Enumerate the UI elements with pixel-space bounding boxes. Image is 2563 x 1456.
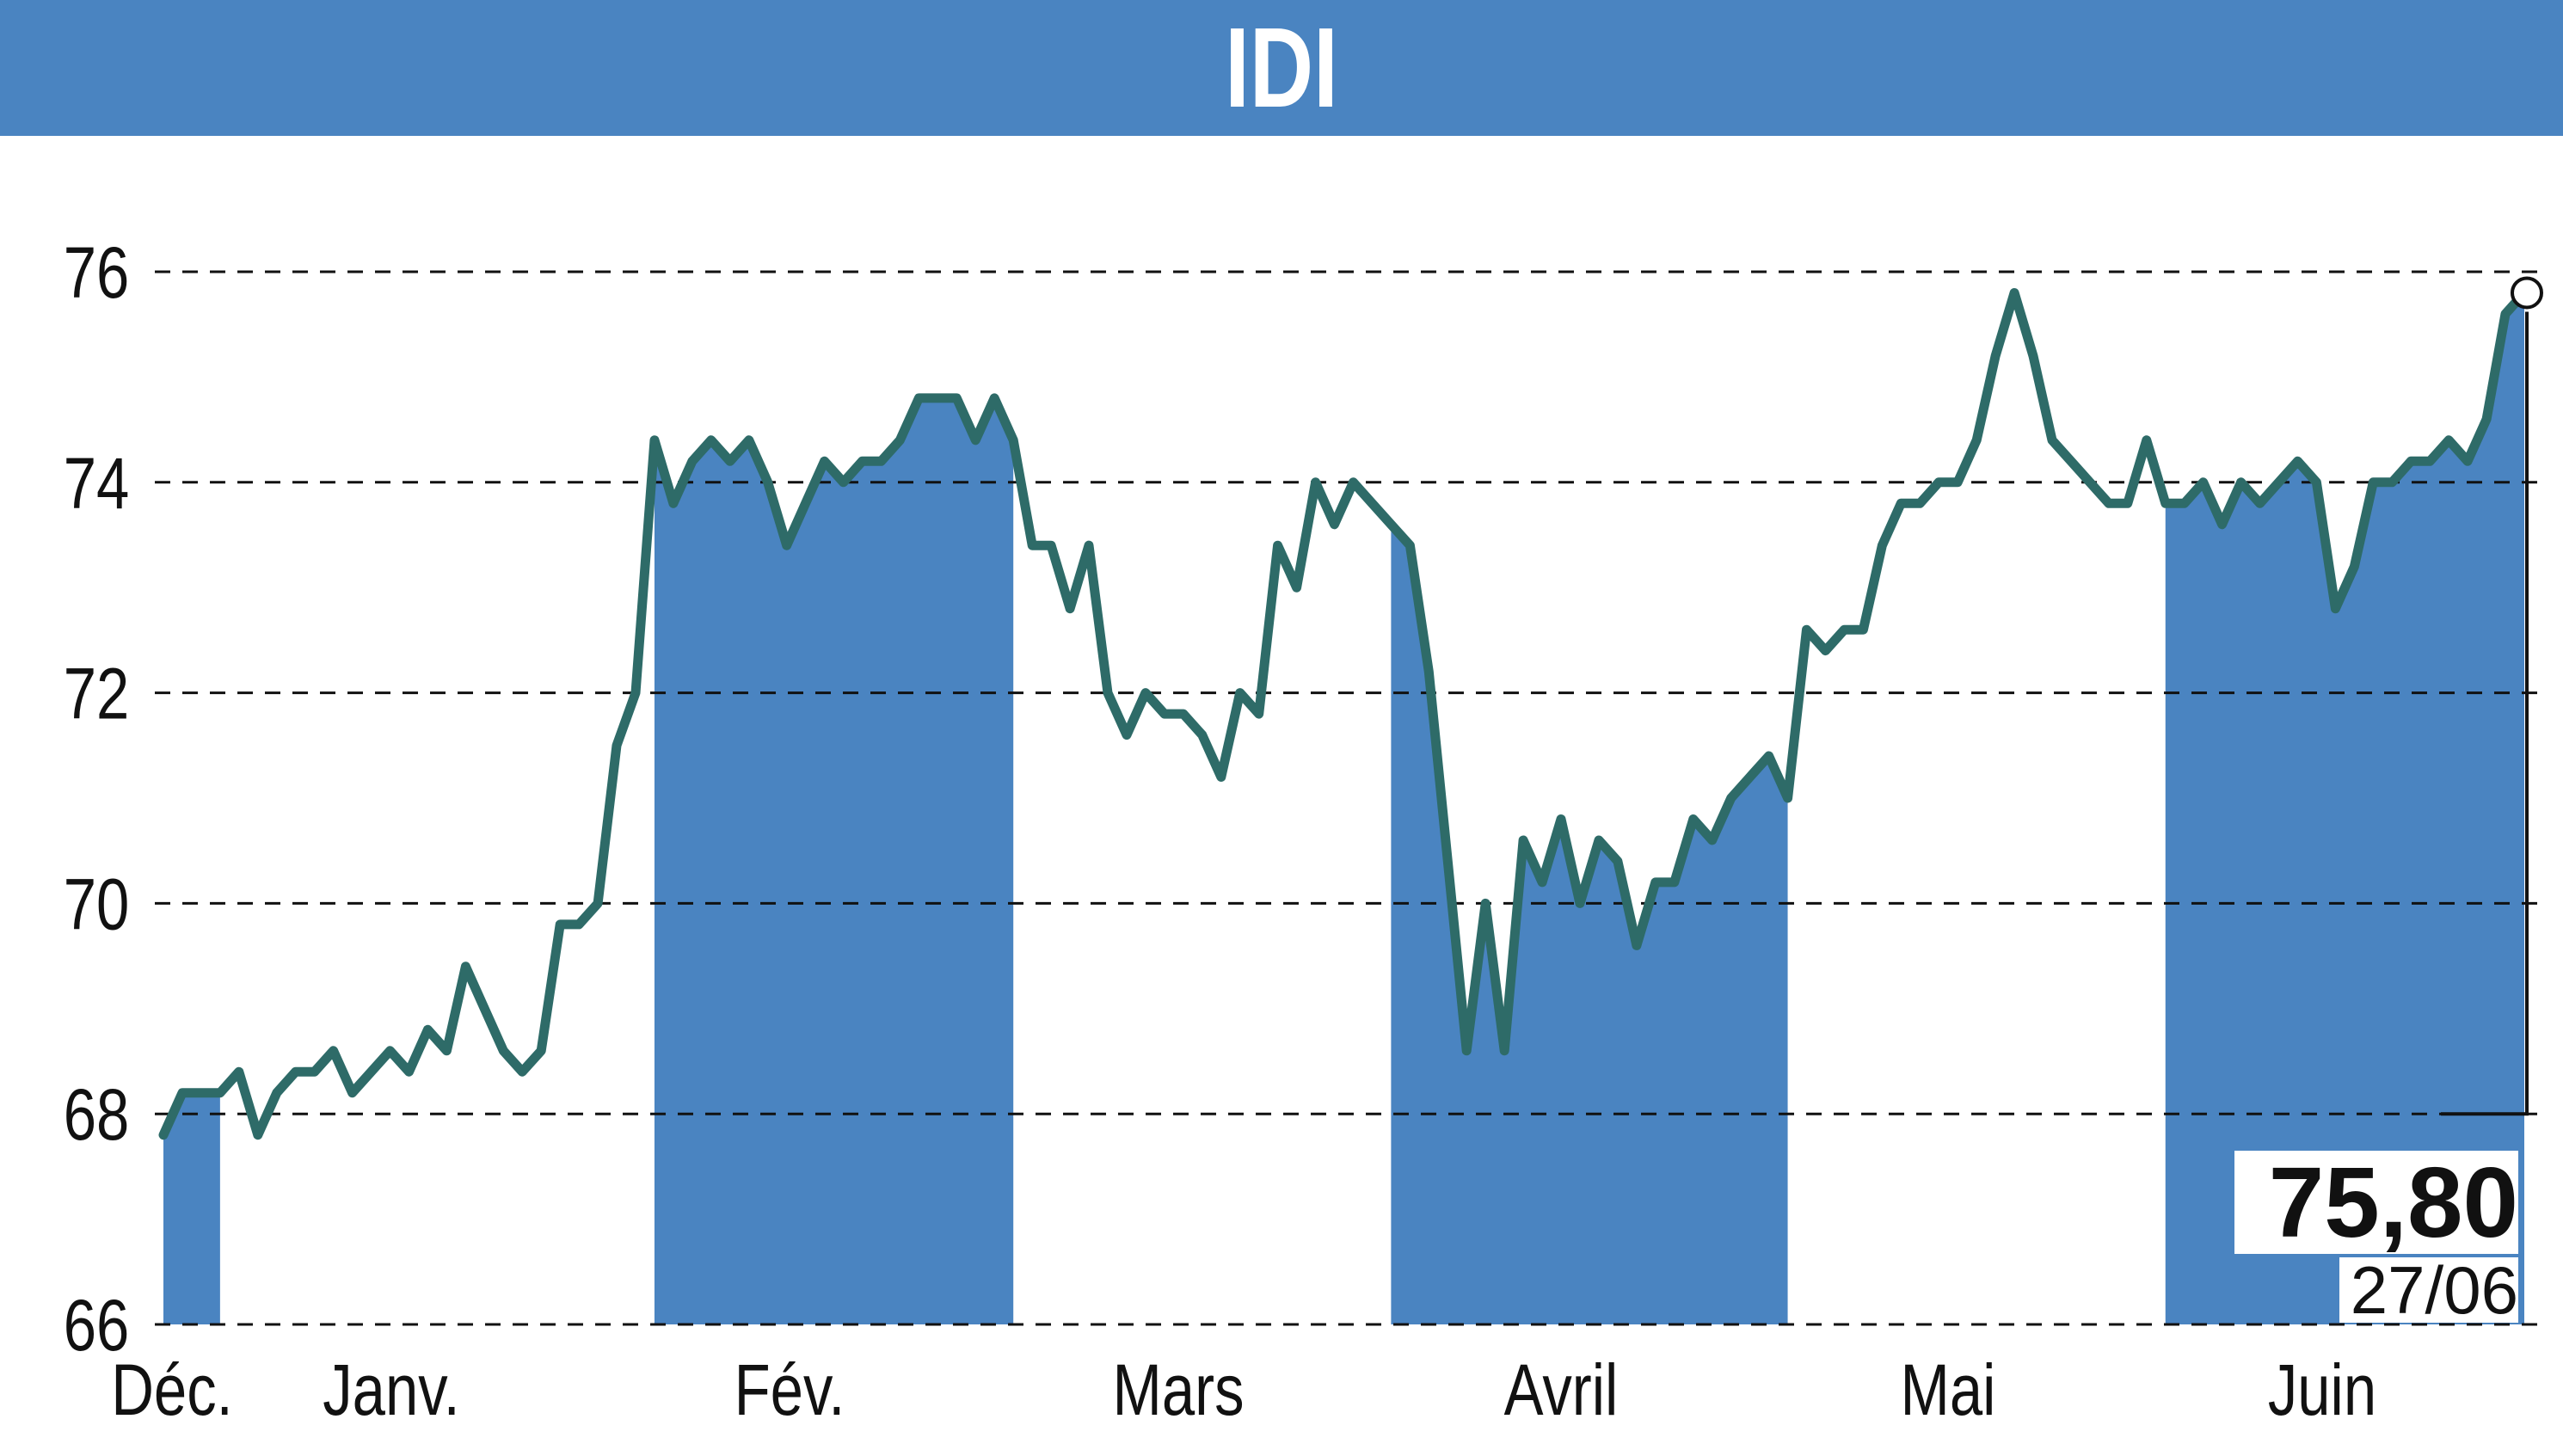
x-tick-label: Avril xyxy=(1504,1350,1619,1431)
y-tick-label: 70 xyxy=(64,864,130,945)
last-point-layer xyxy=(2441,276,2543,1116)
y-tick-label: 66 xyxy=(64,1286,130,1367)
chart-title: IDI xyxy=(1225,4,1338,131)
month-shading-layer xyxy=(163,292,2524,1325)
last-value-leader xyxy=(2441,311,2529,1116)
month-shade-Avril xyxy=(1391,524,1788,1324)
month-shade-Fév. xyxy=(654,397,1014,1324)
y-tick-label: 68 xyxy=(64,1075,130,1156)
y-axis: 66 68 70 72 74 76 xyxy=(64,233,130,1367)
x-tick-label: Juin xyxy=(2268,1350,2376,1431)
last-point-marker xyxy=(2511,276,2543,310)
y-tick-label: 72 xyxy=(64,654,130,734)
y-tick-label: 76 xyxy=(64,233,130,314)
series-layer xyxy=(158,288,2529,1140)
title-bar xyxy=(0,0,2563,136)
price-line xyxy=(158,288,2529,1140)
x-tick-label: Mars xyxy=(1112,1350,1244,1431)
x-tick-label: Fév. xyxy=(734,1350,845,1431)
x-tick-label: Déc. xyxy=(111,1350,233,1431)
last-date-label: 27/06 xyxy=(2339,1256,2518,1324)
y-tick-label: 74 xyxy=(64,443,130,524)
last-price-label: 75,80 xyxy=(2234,1151,2518,1254)
x-axis: Déc. Janv. Fév. Mars Avril Mai Juin xyxy=(111,1350,2376,1431)
month-shade-Juin xyxy=(2165,292,2524,1325)
x-tick-label: Janv. xyxy=(323,1350,459,1431)
month-shade-Déc. xyxy=(163,1092,220,1324)
x-tick-label: Mai xyxy=(1901,1350,1996,1431)
